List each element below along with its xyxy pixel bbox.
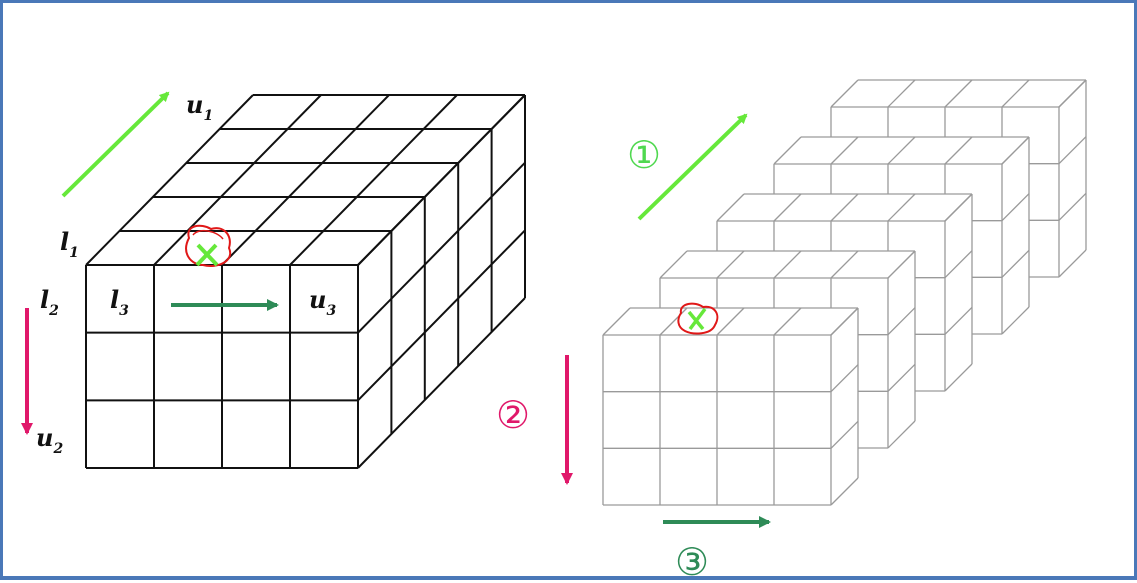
grid-line bbox=[773, 136, 802, 165]
grid-line bbox=[944, 193, 973, 222]
grid-line bbox=[887, 420, 916, 449]
grid-line bbox=[773, 193, 802, 222]
grid-line bbox=[357, 297, 526, 469]
grid-line bbox=[716, 193, 745, 222]
grid-line bbox=[887, 79, 916, 108]
grid-line bbox=[773, 307, 802, 336]
grid-line bbox=[887, 136, 916, 165]
grid-line bbox=[944, 363, 973, 392]
step1-number: ① bbox=[627, 133, 661, 177]
grid-line bbox=[85, 94, 254, 266]
grid-line bbox=[1058, 79, 1087, 108]
grid-line bbox=[1058, 192, 1087, 221]
grid-line bbox=[1001, 193, 1030, 222]
grid-line bbox=[944, 250, 973, 279]
grid-line bbox=[773, 250, 802, 279]
layer-slab bbox=[602, 307, 859, 506]
grid-line bbox=[1001, 306, 1030, 335]
grid-line bbox=[659, 250, 688, 279]
grid-line bbox=[830, 364, 859, 393]
label-l1: l1 bbox=[60, 227, 79, 261]
grid-line bbox=[944, 136, 973, 165]
label-u2: u2 bbox=[36, 423, 63, 457]
grid-line bbox=[830, 250, 859, 279]
grid-line bbox=[357, 161, 526, 334]
grid-line bbox=[887, 250, 916, 279]
grid-line bbox=[1001, 249, 1030, 278]
grid-line bbox=[887, 193, 916, 222]
step1-arrow bbox=[637, 113, 748, 221]
grid-line bbox=[1058, 249, 1087, 278]
grid-line bbox=[289, 94, 458, 266]
grid-line bbox=[1001, 136, 1030, 165]
grid-line bbox=[1001, 79, 1030, 108]
grid-line bbox=[1058, 136, 1087, 165]
grid-line bbox=[830, 136, 859, 165]
label-u3: u3 bbox=[309, 285, 336, 319]
grid-line bbox=[944, 79, 973, 108]
grid-line bbox=[716, 250, 745, 279]
label-l3: l3 bbox=[110, 285, 129, 319]
grid-line bbox=[944, 306, 973, 335]
grid-line bbox=[602, 307, 631, 336]
grid-line bbox=[716, 307, 745, 336]
grid-line bbox=[830, 477, 859, 506]
right-layer-stack bbox=[602, 79, 1087, 506]
cross-mark-icon bbox=[677, 302, 719, 335]
grid-line bbox=[659, 307, 688, 336]
grid-line bbox=[887, 363, 916, 392]
step3-number: ③ bbox=[675, 540, 709, 583]
grid-line bbox=[357, 94, 526, 266]
grid-line bbox=[830, 420, 859, 449]
u1-direction-arrow bbox=[61, 91, 170, 198]
grid-line bbox=[357, 229, 526, 402]
label-u1: u1 bbox=[186, 90, 213, 124]
left-grid-cube bbox=[85, 94, 526, 469]
grid-line bbox=[221, 94, 390, 266]
grid-line bbox=[830, 307, 859, 336]
grid-line bbox=[153, 94, 322, 266]
grid-line bbox=[830, 193, 859, 222]
step2-number: ② bbox=[496, 393, 530, 437]
grid-line bbox=[830, 79, 859, 108]
grid-line bbox=[887, 307, 916, 336]
label-l2: l2 bbox=[40, 285, 59, 319]
cross-mark-icon bbox=[185, 224, 232, 267]
